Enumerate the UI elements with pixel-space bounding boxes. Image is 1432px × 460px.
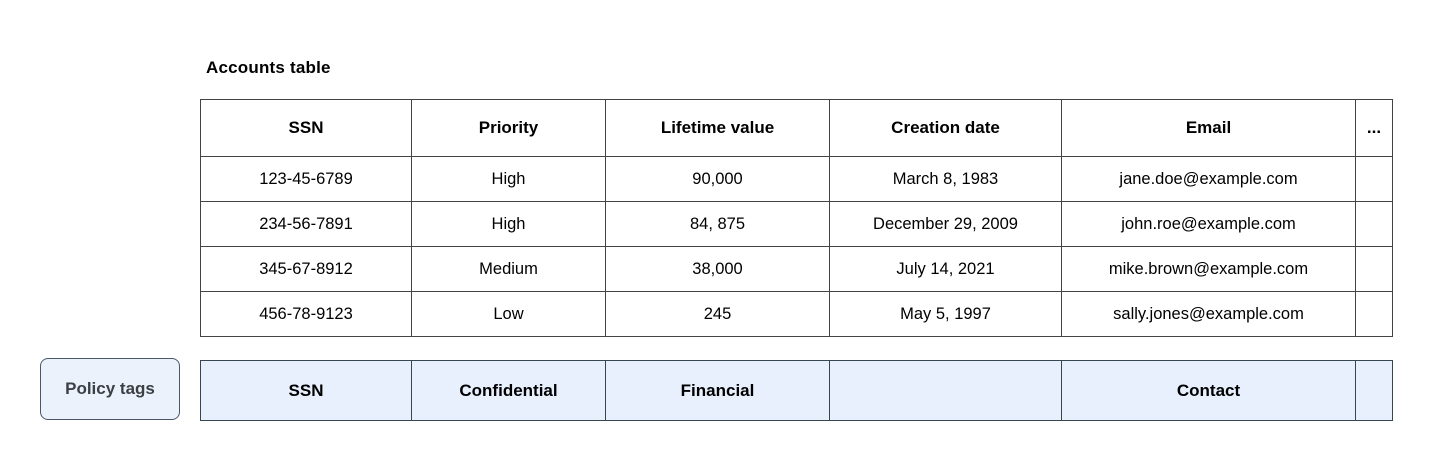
column-header-creation-date: Creation date <box>829 99 1062 157</box>
accounts-table: SSN Priority Lifetime value Creation dat… <box>200 99 1393 337</box>
table-cell-creation-date: July 14, 2021 <box>829 246 1062 292</box>
table-cell-priority: High <box>411 201 606 247</box>
table-cell-lifetime-value: 245 <box>605 291 830 337</box>
table-row: 456-78-9123 Low 245 May 5, 1997 sally.jo… <box>200 291 1393 337</box>
table-row: 345-67-8912 Medium 38,000 July 14, 2021 … <box>200 246 1393 292</box>
policy-tag-financial: Financial <box>605 360 830 421</box>
policy-tag-ssn: SSN <box>200 360 412 421</box>
table-cell-lifetime-value: 84, 875 <box>605 201 830 247</box>
column-header-lifetime-value: Lifetime value <box>605 99 830 157</box>
column-header-more: ... <box>1355 99 1393 157</box>
table-cell-creation-date: March 8, 1983 <box>829 156 1062 202</box>
header-row: SSN Priority Lifetime value Creation dat… <box>200 99 1393 157</box>
policy-tags-row: SSN Confidential Financial Contact <box>200 360 1393 421</box>
table-cell-priority: Low <box>411 291 606 337</box>
table-cell-ssn: 345-67-8912 <box>200 246 412 292</box>
table-cell-email: john.roe@example.com <box>1061 201 1356 247</box>
column-header-priority: Priority <box>411 99 606 157</box>
table-cell-priority: High <box>411 156 606 202</box>
table-cell-lifetime-value: 90,000 <box>605 156 830 202</box>
column-header-ssn: SSN <box>200 99 412 157</box>
policy-tag-contact: Contact <box>1061 360 1356 421</box>
table-cell-more <box>1355 291 1393 337</box>
table-cell-more <box>1355 201 1393 247</box>
table-cell-email: sally.jones@example.com <box>1061 291 1356 337</box>
accounts-table-title: Accounts table <box>206 58 331 77</box>
table-cell-email: jane.doe@example.com <box>1061 156 1356 202</box>
table-cell-more <box>1355 156 1393 202</box>
table-cell-lifetime-value: 38,000 <box>605 246 830 292</box>
table-cell-more <box>1355 246 1393 292</box>
table-row: 234-56-7891 High 84, 875 December 29, 20… <box>200 201 1393 247</box>
table-cell-ssn: 234-56-7891 <box>200 201 412 247</box>
table-cell-creation-date: May 5, 1997 <box>829 291 1062 337</box>
table-cell-priority: Medium <box>411 246 606 292</box>
policy-tag-empty <box>829 360 1062 421</box>
table-row: 123-45-6789 High 90,000 March 8, 1983 ja… <box>200 156 1393 202</box>
table-cell-email: mike.brown@example.com <box>1061 246 1356 292</box>
table-cell-ssn: 456-78-9123 <box>200 291 412 337</box>
policy-tag-empty <box>1355 360 1393 421</box>
column-header-email: Email <box>1061 99 1356 157</box>
policy-tag-confidential: Confidential <box>411 360 606 421</box>
table-cell-creation-date: December 29, 2009 <box>829 201 1062 247</box>
policy-tags-label: Policy tags <box>40 358 180 420</box>
table-cell-ssn: 123-45-6789 <box>200 156 412 202</box>
